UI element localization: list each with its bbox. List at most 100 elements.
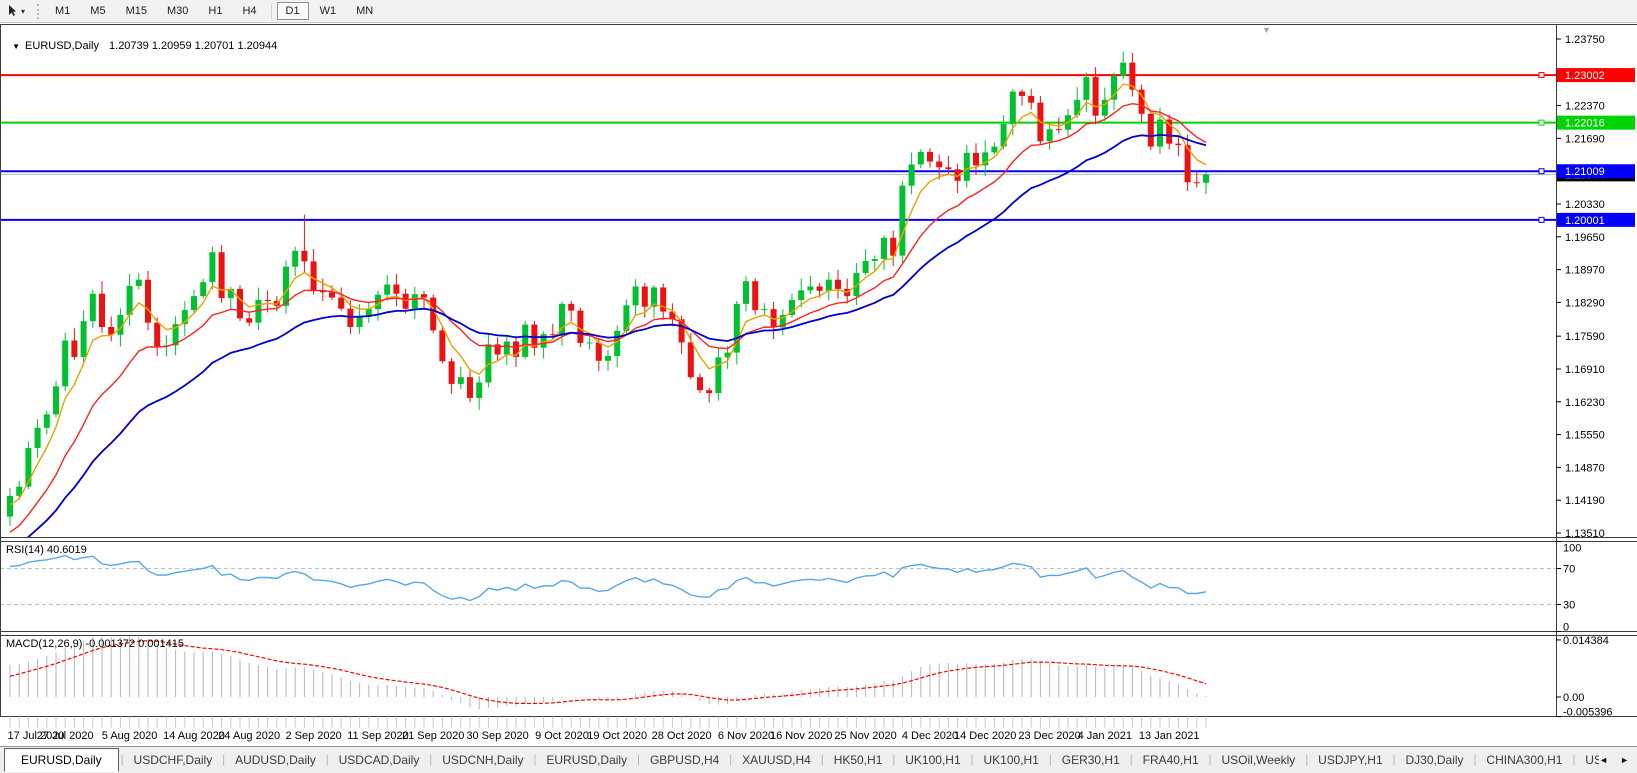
timeframe-button-h1[interactable]: H1 (208, 5, 223, 17)
candlesticks (7, 51, 1209, 526)
rsi-tick: 100 (1563, 543, 1581, 555)
timeframe-button-m15[interactable]: M15 (125, 5, 147, 17)
date-label: 16 Nov 2020 (770, 730, 832, 742)
chart-background (0, 24, 1637, 746)
hline-handle[interactable] (1538, 168, 1545, 175)
level-price-box (1557, 164, 1635, 179)
tab-separator: | (892, 754, 896, 766)
chart-tab-ger30-h1[interactable]: GER30,H1 (1061, 753, 1120, 767)
chart-tab-xauusd-h4[interactable]: XAUUSD,H4 (742, 753, 811, 767)
cursor-tool-button[interactable]: ▾ (4, 4, 29, 18)
tab-separator: | (1208, 754, 1212, 766)
price-axis[interactable]: 1.23750 1.22370 1.21690 1.20330 1.19650 1.189… (1556, 34, 1635, 540)
date-label: 23 Dec 2020 (1018, 730, 1080, 742)
tab-separator: | (1392, 754, 1396, 766)
svg-text:1.23002: 1.23002 (1565, 70, 1605, 82)
timeframe-button-mn[interactable]: MN (356, 5, 374, 17)
timeframe-button-w1[interactable]: W1 (319, 5, 337, 17)
tab-separator: | (1305, 754, 1309, 766)
chart-tab-china300-h1[interactable]: CHINA300,H1 (1486, 753, 1563, 767)
timeframe-button-m30[interactable]: M30 (166, 5, 189, 17)
tab-separator: | (325, 754, 329, 766)
tab-separator: | (533, 754, 537, 766)
price-tick: 1.21690 (1565, 133, 1605, 145)
macd-tick: -0.005396 (1563, 707, 1613, 719)
date-label: 4 Jan 2021 (1078, 730, 1132, 742)
macd-indicator-label: MACD(12,26,9) -0.001372 0.001415 (6, 638, 184, 650)
chart-tab-usoil-weekly[interactable]: USOil,Weekly (1221, 753, 1296, 767)
cursor-icon (9, 5, 16, 16)
rsi-tick: 0 (1563, 622, 1569, 634)
date-label: 2 Sep 2020 (285, 730, 341, 742)
price-tick: 1.15550 (1565, 430, 1605, 442)
date-label: 19 Oct 2020 (587, 730, 647, 742)
macd-tick: 0.014384 (1563, 635, 1609, 647)
hline-handle[interactable] (1538, 119, 1545, 126)
chart-tab-eurusd-daily[interactable]: EURUSD,Daily (546, 753, 628, 767)
chart-tab-audusd-daily[interactable]: AUDUSD,Daily (235, 753, 316, 767)
chart-shift-icon[interactable]: ▼ (1262, 25, 1271, 35)
timeframe-button-d1[interactable]: D1 (276, 2, 309, 20)
chart-tab-uk100-h1[interactable]: UK100,H1 (983, 753, 1039, 767)
collapse-icon[interactable]: ▼ (12, 42, 21, 51)
chart-tab-eurusd-daily[interactable]: EURUSD,Daily (4, 748, 119, 772)
tab-separator: | (1048, 754, 1052, 766)
date-label: 9 Oct 2020 (535, 730, 589, 742)
level-price-box (1557, 115, 1635, 130)
tab-separator: | (820, 754, 824, 766)
price-tick: 1.14190 (1565, 495, 1605, 507)
ma-26-line (26, 133, 1207, 537)
price-tick: 1.19650 (1565, 232, 1605, 244)
chart-tab-hk50-h1[interactable]: HK50,H1 (833, 753, 883, 767)
chart-ohlc-values: 1.20739 1.20959 1.20701 1.20944 (109, 40, 278, 52)
date-label: 13 Jan 2021 (1139, 730, 1200, 742)
timeframe-button-h4[interactable]: H4 (242, 5, 257, 17)
chart-tab-gbpusd-h4[interactable]: GBPUSD,H4 (649, 753, 720, 767)
chart-tab-usdchf-daily[interactable]: USDCHF,Daily (133, 753, 213, 767)
tabs-scroll-left-button[interactable]: ◄ (1599, 755, 1609, 765)
timeframe-buttons: M1 M5 M15 M30 H1 H4 D1 W1 MN (45, 2, 383, 20)
date-label: 25 Nov 2020 (834, 730, 896, 742)
date-label: 27 Jul 2020 (37, 730, 94, 742)
ma-13-line (9, 102, 1207, 533)
tab-separator: | (120, 754, 124, 766)
tab-separator: | (1129, 754, 1133, 766)
chart-tab-uk100-h1[interactable]: UK100,H1 (905, 753, 961, 767)
date-label: 17 Jul 2020 (8, 730, 65, 742)
macd-signal-line (9, 640, 1207, 705)
chevron-down-icon: ▾ (21, 6, 26, 16)
toolbar-separator (270, 3, 272, 19)
timeframe-button-m5[interactable]: M5 (90, 5, 106, 17)
chart-tab-dj30-daily[interactable]: DJ30,Daily (1405, 753, 1464, 767)
price-tick: 1.17590 (1565, 331, 1605, 343)
hline-handle[interactable] (1538, 216, 1545, 223)
price-chart[interactable]: 1.23750 1.22370 1.21690 1.20330 1.19650 1.189… (0, 24, 1637, 746)
level-price-box (1557, 68, 1635, 83)
tabs-scroll-right-button[interactable]: ► (1620, 755, 1629, 765)
toolbar-grip[interactable] (37, 3, 40, 19)
date-label: 30 Sep 2020 (466, 730, 528, 742)
chart-tab-usdcad-daily[interactable]: USDCAD,Daily (338, 753, 420, 767)
date-label: 14 Dec 2020 (954, 730, 1016, 742)
chart-title[interactable]: ▼ EURUSD,Daily 1.20739 1.20959 1.20701 1.2… (6, 28, 277, 52)
date-label: 4 Dec 2020 (902, 730, 958, 742)
timeframe-toolbar: ▾ M1 M5 M15 M30 H1 H4 D1 W1 MN (0, 0, 1637, 23)
price-tick: 1.18290 (1565, 297, 1605, 309)
chart-tab-fra40-h1[interactable]: FRA40,H1 (1142, 753, 1199, 767)
chart-tab-usdcnh-daily[interactable]: USDCNH,Daily (442, 753, 524, 767)
price-tick: 1.23750 (1565, 34, 1605, 46)
chart-tab-usoil-[interactable]: USOil, (1585, 753, 1600, 767)
price-tick: 1.18970 (1565, 265, 1605, 277)
hline-handle[interactable] (1538, 72, 1545, 79)
rsi-indicator-label: RSI(14) 40.6019 (6, 544, 87, 556)
date-label: 11 Sep 2020 (347, 730, 409, 742)
macd-tick: 0.00 (1563, 692, 1584, 704)
horizontal-levels (0, 72, 1556, 223)
timeframe-button-m1[interactable]: M1 (55, 5, 71, 17)
svg-text:1.20001: 1.20001 (1565, 215, 1605, 227)
chart-tab-usdjpy-h1[interactable]: USDJPY,H1 (1318, 753, 1383, 767)
tab-separator: | (637, 754, 640, 766)
svg-text:1.21009: 1.21009 (1565, 166, 1605, 178)
chart-symbol-label: EURUSD,Daily (25, 40, 100, 52)
